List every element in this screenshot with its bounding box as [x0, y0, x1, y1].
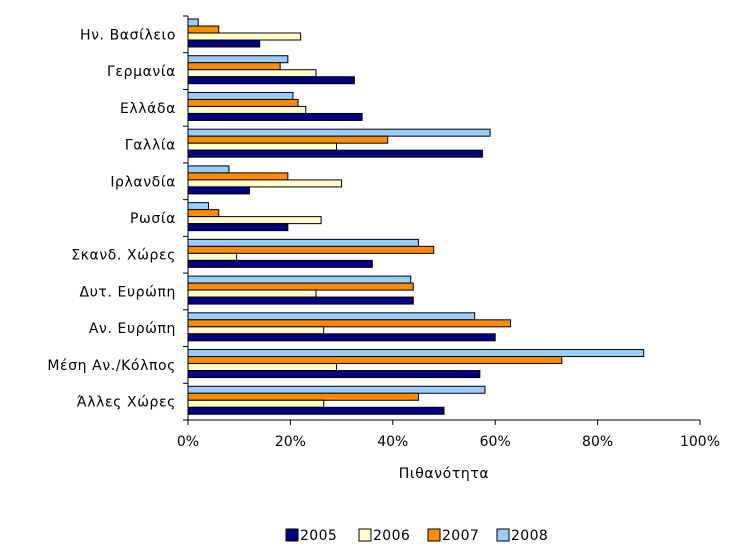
category-label: Μέση Αν./Κόλπος: [47, 358, 176, 374]
legend: 2005 2006 2007 2008: [285, 528, 548, 544]
x-tick-label: 80%: [582, 434, 613, 450]
bar-2005: [187, 112, 363, 121]
bar-2007: [187, 356, 563, 365]
bar-2005: [187, 259, 373, 268]
x-tick-label: 100%: [680, 434, 720, 450]
bar-2006: [187, 399, 325, 408]
bar-2008: [187, 18, 199, 27]
bar-2006: [187, 142, 337, 151]
legend-label: 2005: [300, 528, 337, 544]
bar-2005: [187, 333, 496, 342]
bar-2005: [187, 370, 481, 379]
bar-2008: [187, 91, 294, 100]
x-axis-title: Πιθανότητα: [399, 466, 489, 482]
bar-2005: [187, 406, 445, 415]
bar-2007: [187, 98, 299, 107]
bar-2007: [187, 245, 435, 254]
bar-2007: [187, 319, 512, 328]
bar-2006: [187, 363, 337, 372]
x-tick-label: 60%: [480, 434, 511, 450]
y-axis-ticks: [183, 15, 188, 421]
category-label: Αν. Ευρώπη: [89, 321, 176, 337]
bar-2006: [187, 179, 343, 188]
bar-2006: [187, 252, 238, 261]
category-label: Γερμανία: [107, 64, 176, 80]
category-label: Ρωσία: [130, 211, 176, 227]
bar-2007: [187, 25, 220, 34]
bar-2006: [187, 69, 317, 78]
x-tick-label: 0%: [177, 434, 199, 450]
bar-2006: [187, 32, 302, 41]
category-label: Γαλλία: [125, 138, 176, 154]
bar-2008: [187, 385, 486, 394]
bar-2005: [187, 76, 355, 85]
bar-2008: [187, 202, 209, 211]
category-label: Σκανδ. Χώρες: [71, 248, 176, 264]
bar-2007: [187, 172, 289, 181]
category-label: Δυτ. Ευρώπη: [80, 284, 176, 300]
bar-2005: [187, 296, 414, 305]
legend-swatch-2007: [427, 528, 441, 542]
legend-swatch-2006: [358, 528, 372, 542]
bar-2007: [187, 62, 281, 71]
category-labels: Ην. Βασίλειο Γερμανία Ελλάδα Γαλλία Ιρλανδία…: [47, 27, 176, 411]
bars-group: [187, 18, 645, 415]
legend-label: 2008: [511, 528, 548, 544]
bar-2006: [187, 326, 325, 335]
x-axis-ticks: [187, 420, 701, 425]
bar-2005: [187, 149, 483, 158]
bar-2008: [187, 349, 645, 358]
x-tick-label: 40%: [377, 434, 408, 450]
bar-2005: [187, 186, 250, 195]
bar-2008: [187, 238, 419, 247]
category-label: Ελλάδα: [120, 101, 176, 117]
x-tick-label: 20%: [275, 434, 306, 450]
x-tick-labels: 0% 20% 40% 60% 80% 100%: [177, 434, 720, 450]
bar-2008: [187, 275, 412, 284]
bar-2006: [187, 105, 307, 114]
bar-2008: [187, 128, 491, 137]
legend-label: 2007: [442, 528, 479, 544]
bar-2008: [187, 55, 289, 64]
bar-2005: [187, 223, 289, 232]
bar-2008: [187, 312, 476, 321]
category-label: Ην. Βασίλειο: [80, 27, 176, 43]
bar-2007: [187, 209, 220, 218]
category-label: Άλλες Χώρες: [77, 395, 176, 411]
bar-2008: [187, 165, 230, 174]
bar-2007: [187, 282, 414, 291]
category-label: Ιρλανδία: [110, 174, 176, 190]
bar-2005: [187, 39, 261, 48]
legend-swatch-2005: [285, 528, 299, 542]
bar-2006: [187, 289, 317, 298]
bar-2006: [187, 216, 322, 225]
legend-label: 2006: [373, 528, 410, 544]
bar-2007: [187, 135, 389, 144]
legend-swatch-2008: [496, 528, 510, 542]
bar-2007: [187, 392, 419, 401]
